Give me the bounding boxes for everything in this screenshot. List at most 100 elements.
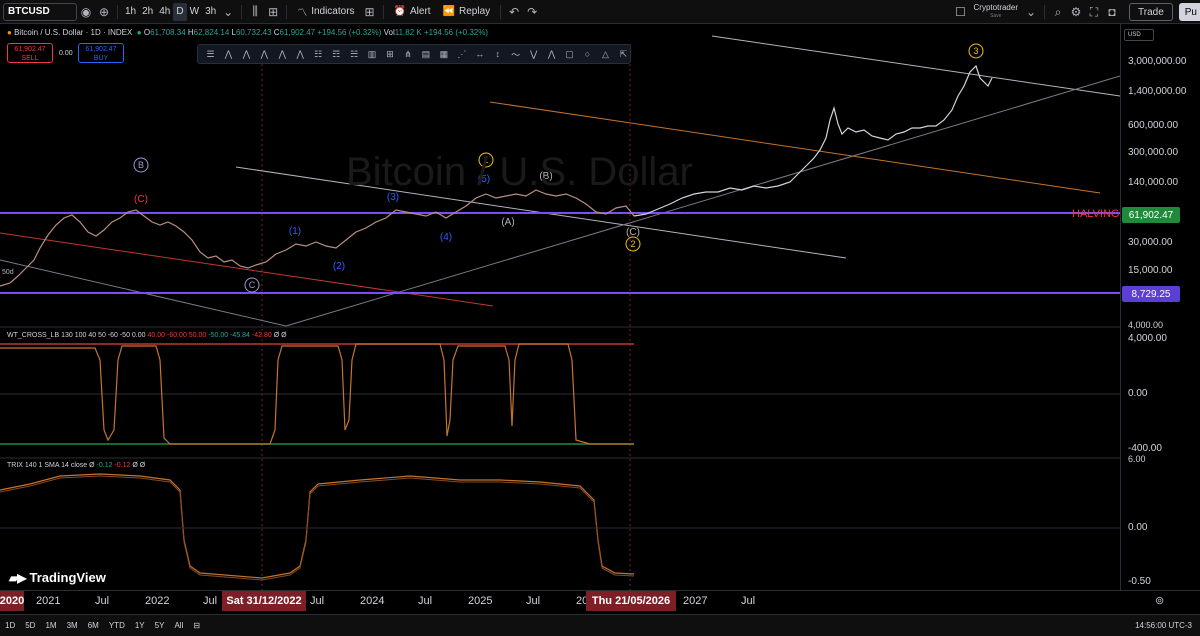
indicators-icon: 〽 <box>297 8 308 19</box>
alert-label: Alert <box>410 6 431 17</box>
layouts-icon[interactable]: ⊞ <box>364 4 375 19</box>
settings-gear-icon[interactable]: ⊚ <box>1155 595 1165 607</box>
compare-icon[interactable]: ⊞ <box>268 4 279 19</box>
currency-badge[interactable]: USD <box>1124 29 1154 41</box>
range-1y[interactable]: 1Y <box>134 621 145 630</box>
bottom-toolbar: 1D 5D 1M 3M 6M YTD 1Y 5Y All ⊟ 14:56:00 … <box>0 614 1200 636</box>
fib-icon[interactable]: ☰ <box>206 48 215 59</box>
symbol-search[interactable]: BTCUSD <box>3 2 77 21</box>
pattern-icon[interactable]: ⋀ <box>224 48 233 59</box>
legend-vol: 11.82 K <box>394 28 422 37</box>
zigzag-icon[interactable]: ⋁ <box>529 48 538 59</box>
price-range-icon[interactable]: ↕ <box>495 49 500 59</box>
wave-triangle-icon[interactable]: ⋀ <box>296 48 304 59</box>
price-label: 15,000.00 <box>1128 265 1173 276</box>
replay-button[interactable]: ⏪ Replay <box>437 6 497 17</box>
chart-canvas[interactable]: B (C) C (1) (2) (3) (4) (5) 1 (A) (B) (C… <box>0 24 1120 614</box>
undo-icon[interactable]: ↶ <box>509 4 520 19</box>
chevron-down-icon[interactable]: ⌄ <box>1025 5 1037 19</box>
clock[interactable]: 14:56:00 UTC-3 <box>1135 621 1192 630</box>
wave-wxy-icon[interactable]: ⋀ <box>278 48 286 59</box>
orange-channel-line <box>489 101 1101 194</box>
range-6m[interactable]: 6M <box>87 621 99 630</box>
wave-b-paren-label: (B) <box>539 171 552 182</box>
trix-legend[interactable]: TRIX 140 1 SMA 14 close Ø -0.12 -0.12 Ø … <box>7 462 145 469</box>
wt-cross-legend[interactable]: WT_CROSS_LB 130 100 40 50 -60 -50 0.00 4… <box>7 332 287 339</box>
wt-value: Ø <box>273 332 280 339</box>
separator <box>286 4 288 19</box>
trade-button[interactable]: Trade <box>1129 3 1173 21</box>
separator <box>1044 5 1045 19</box>
interval-w[interactable]: W <box>189 6 200 17</box>
goto-date-icon[interactable]: ⊟ <box>193 621 201 630</box>
wave-c-circle <box>244 277 260 293</box>
settings-icon[interactable]: ⚙ <box>1070 5 1082 19</box>
date-range-icon[interactable]: ↔ <box>475 49 485 59</box>
long-position-icon[interactable]: ▤ <box>421 48 431 59</box>
fib-retracement-icon[interactable]: ☷ <box>314 48 323 59</box>
forecast-icon[interactable]: ⋰ <box>457 48 467 59</box>
legend-title[interactable]: Bitcoin / U.S. Dollar · 1D · INDEX <box>14 28 133 37</box>
quick-search-icon[interactable]: ⌕ <box>1054 4 1062 19</box>
wave-b-circle <box>133 157 149 173</box>
buy-button[interactable]: 61,902.47 BUY <box>78 43 124 63</box>
polyline-icon[interactable]: ⋀ <box>547 48 556 59</box>
buy-label: BUY <box>93 55 109 62</box>
gann-icon[interactable]: ⊞ <box>386 48 394 59</box>
camera-icon[interactable]: ◘ <box>1108 5 1116 19</box>
sell-price: 61,902.47 <box>14 46 46 53</box>
wave-c-paren-label: (C) <box>626 227 640 238</box>
separator <box>500 4 502 19</box>
range-5y[interactable]: 5Y <box>154 621 165 630</box>
range-ytd[interactable]: YTD <box>108 621 125 630</box>
wave-circle-3-label: 3 <box>973 46 978 56</box>
drawing-toolbar: ☰ ⋀ ⋀ ⋀ ⋀ ⋀ ☷ ☶ ☵ ▥ ⊞ ⋔ ▤ ▦ ⋰ ↔ ↕ 〜 ⋁ ⋀ … <box>197 44 631 64</box>
circle-icon[interactable]: ○ <box>584 49 591 59</box>
sell-button[interactable]: 61,902.47 SELL <box>7 43 53 63</box>
trix-scale-label: 0.00 <box>1128 522 1148 533</box>
fib-timezone-icon[interactable]: ▥ <box>367 48 377 59</box>
interval-3h[interactable]: 3h <box>205 6 217 17</box>
cursor-date-tag-2: Thu 21/05/2026 <box>586 591 676 611</box>
legend-high: 62,824.14 <box>193 28 230 37</box>
redo-icon[interactable]: ↷ <box>527 4 538 19</box>
fullscreen-icon[interactable]: ⛶ <box>1089 4 1099 19</box>
add-symbol-icon[interactable]: ⊕ <box>98 4 110 19</box>
tradingview-logo[interactable]: ▰▶ TradingView <box>9 570 106 585</box>
range-1m[interactable]: 1M <box>45 621 57 630</box>
fib-channel-icon[interactable]: ☵ <box>350 48 359 59</box>
eye-icon[interactable]: ◉ <box>80 4 92 19</box>
range-1d[interactable]: 1D <box>5 621 16 630</box>
price-label: 1,400,000.00 <box>1128 86 1187 97</box>
range-5d[interactable]: 5D <box>25 621 36 630</box>
range-all[interactable]: All <box>174 621 184 630</box>
indicators-button[interactable]: 〽 Indicators <box>291 4 360 19</box>
halving-label: HALVING <box>1072 208 1120 220</box>
triangle-icon[interactable]: △ <box>601 48 609 59</box>
time-label: Jul <box>418 595 433 607</box>
range-3m[interactable]: 3M <box>66 621 78 630</box>
candles-icon[interactable]: ⫼ <box>252 4 258 18</box>
account-menu[interactable]: Cryptotrader Save <box>974 4 1018 20</box>
wt-value: -45.84 <box>230 332 250 339</box>
alert-button[interactable]: ⏰ Alert <box>388 6 437 17</box>
interval-4h[interactable]: 4h <box>159 6 171 17</box>
rectangle-icon[interactable]: ▢ <box>565 48 574 59</box>
price-scale[interactable] <box>1120 24 1200 590</box>
trix-value: Ø <box>132 462 138 469</box>
trix-value: Ø <box>89 462 95 469</box>
chevron-down-icon[interactable]: ⌄ <box>223 4 234 19</box>
interval-1h[interactable]: 1h <box>125 6 137 17</box>
fib-extension-icon[interactable]: ☶ <box>332 48 341 59</box>
interval-d[interactable]: D <box>173 2 187 21</box>
publish-button[interactable]: Pu <box>1178 3 1200 21</box>
interval-2h[interactable]: 2h <box>142 6 154 17</box>
wt-value: 40.00 <box>147 332 166 339</box>
wave-icon[interactable]: ⋀ <box>242 48 251 59</box>
path-icon[interactable]: 〜 <box>511 49 521 60</box>
layout-checkbox-icon[interactable]: ☐ <box>955 5 966 19</box>
short-position-icon[interactable]: ▦ <box>439 48 449 59</box>
wave-abc-icon[interactable]: ⋀ <box>260 48 269 59</box>
arrow-icon[interactable]: ⇱ <box>619 48 628 59</box>
pitchfork-icon[interactable]: ⋔ <box>404 48 412 59</box>
